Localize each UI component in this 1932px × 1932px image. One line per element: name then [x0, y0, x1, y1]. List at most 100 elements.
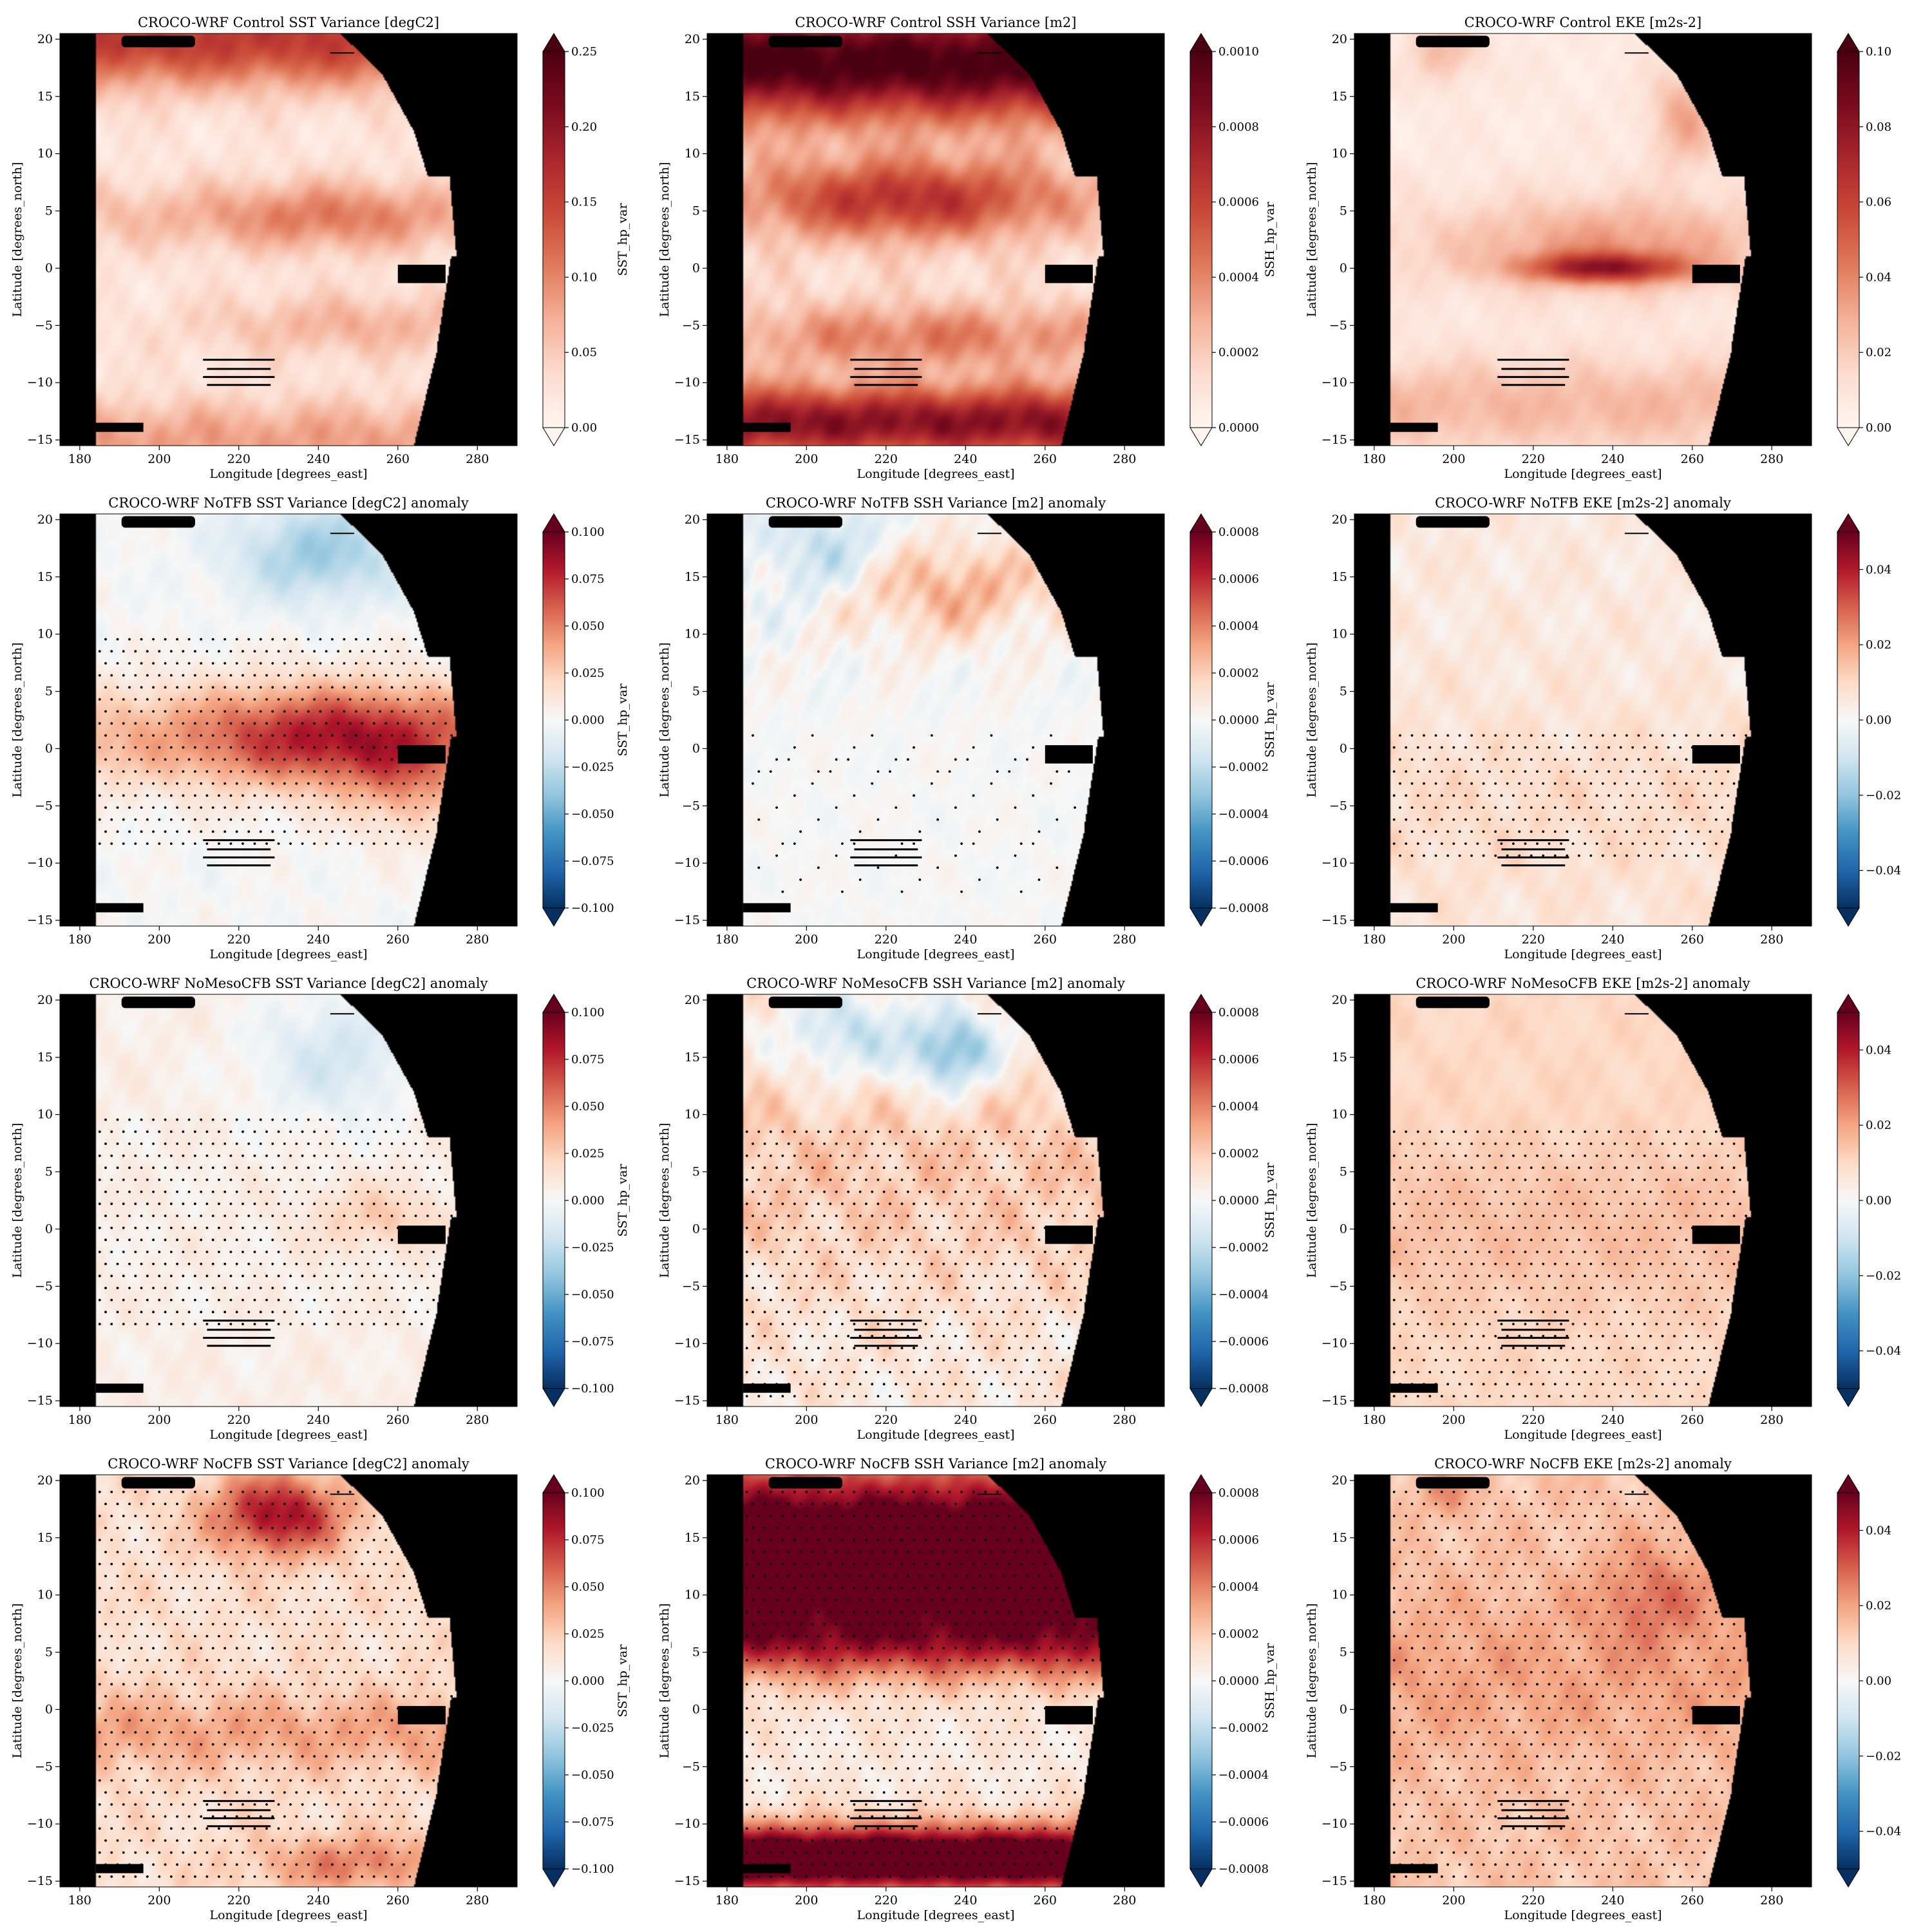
stipple-dot: [331, 1118, 334, 1121]
stipple-dot: [134, 1611, 137, 1614]
stipple-dot: [200, 1118, 203, 1121]
stipple-dot: [289, 1779, 292, 1782]
stipple-dot: [1637, 1238, 1640, 1242]
y-axis-label: Latitude [degrees_north]: [1305, 643, 1319, 798]
stipple-dot: [1050, 734, 1052, 737]
stipple-dot: [110, 1731, 113, 1734]
stipple-dot: [769, 1490, 772, 1493]
stipple-dot: [829, 1130, 832, 1133]
stipple-dot: [996, 1539, 999, 1542]
stipple-dot: [823, 1647, 826, 1650]
stipple-dot: [325, 1251, 328, 1253]
stipple-dot: [841, 1611, 844, 1614]
stipple-dot: [1392, 1179, 1396, 1181]
stipple-dot: [1440, 1274, 1443, 1278]
stipple-dot: [134, 1851, 137, 1854]
stipple-dot: [1434, 1359, 1437, 1361]
stipple-dot: [841, 1130, 844, 1133]
stipple-dot: [1392, 1226, 1396, 1229]
stipple-dot: [936, 1539, 939, 1542]
stipple-dot: [752, 1743, 754, 1746]
stipple-dot: [396, 1154, 399, 1157]
stipple-dot: [1649, 758, 1652, 761]
stipple-dot: [799, 1647, 802, 1650]
stipple-dot: [205, 1179, 209, 1181]
stipple-dot: [337, 1323, 340, 1325]
stipple-dot: [1428, 842, 1432, 845]
stipple-dot: [811, 1671, 814, 1674]
stipple-dot: [176, 710, 179, 713]
stipple-dot: [1482, 1142, 1485, 1145]
y-tick-label: 20: [685, 513, 700, 527]
stipple-dot: [865, 1130, 867, 1133]
stipple-dot: [1079, 1274, 1083, 1278]
stipple-dot: [348, 1515, 352, 1517]
stipple-dot: [978, 1238, 981, 1242]
stipple-dot: [799, 1238, 802, 1242]
stipple-dot: [1709, 830, 1712, 833]
stipple-dot: [200, 1215, 203, 1217]
stipple-dot: [1410, 1215, 1414, 1217]
stipple-dot: [1008, 1154, 1011, 1157]
stipple-dot: [182, 1731, 185, 1734]
stipple-dot: [271, 686, 274, 689]
stipple-dot: [1399, 1190, 1401, 1193]
stipple-dot: [337, 1707, 340, 1710]
stipple-dot: [1548, 1251, 1551, 1253]
stipple-dot: [259, 662, 262, 665]
stipple-dot: [948, 1395, 951, 1397]
stipple-dot: [366, 1767, 370, 1770]
stipple-dot: [1607, 1179, 1611, 1181]
stipple-dot: [1014, 1719, 1017, 1722]
stipple-dot: [1619, 1226, 1622, 1229]
stipple-dot: [253, 794, 256, 797]
stipple-dot: [1655, 746, 1658, 749]
stipple-dot: [1661, 758, 1664, 761]
y-tick-label: −15: [1321, 1394, 1347, 1408]
stipple-dot: [169, 1251, 173, 1253]
stipple-dot: [996, 770, 999, 773]
stipple-dot: [218, 1251, 220, 1253]
stipple-dot: [384, 770, 388, 773]
stipple-dot: [1530, 1190, 1533, 1193]
stipple-dot: [1655, 842, 1658, 845]
stipple-dot: [793, 1515, 796, 1517]
stipple-dot: [1625, 1311, 1628, 1314]
stipple-dot: [140, 1623, 143, 1625]
stipple-dot: [289, 818, 292, 821]
stipple-dot: [313, 1659, 316, 1662]
stipple-dot: [763, 1671, 766, 1674]
stipple-dot: [924, 1251, 927, 1253]
stipple-dot: [1056, 866, 1059, 869]
stipple-dot: [1661, 830, 1664, 833]
stipple-dot: [337, 1611, 340, 1614]
stipple-dot: [805, 1562, 808, 1566]
stipple-dot: [331, 1767, 334, 1770]
stipple-dot: [218, 1179, 220, 1181]
stipple-dot: [1721, 782, 1723, 785]
stipple-dot: [361, 1587, 364, 1589]
stipple-dot: [781, 1707, 784, 1710]
stipple-dot: [355, 1791, 357, 1794]
stipple-dot: [1464, 1395, 1467, 1397]
stipple-dot: [283, 830, 286, 833]
stipple-dot: [1518, 1166, 1521, 1170]
stipple-dot: [1512, 1370, 1515, 1374]
stipple-dot: [1637, 806, 1640, 809]
stipple-dot: [996, 1323, 999, 1325]
stipple-dot: [1637, 1142, 1640, 1145]
stipple-dot: [194, 674, 196, 677]
colorbar-tick-label: 0.0006: [1218, 196, 1259, 209]
stipple-dot: [763, 1647, 766, 1650]
stipple-dot: [781, 1539, 784, 1542]
stipple-dot: [1649, 1334, 1652, 1338]
stipple-dot: [235, 1791, 238, 1794]
stipple-dot: [853, 1395, 856, 1397]
stipple-dot: [1500, 1298, 1503, 1302]
stipple-dot: [277, 722, 280, 725]
stipple-dot: [242, 1779, 244, 1782]
stipple-dot: [1512, 842, 1515, 845]
stipple-dot: [396, 1659, 399, 1662]
y-tick-label: 0: [45, 741, 53, 755]
stipple-dot: [408, 1731, 412, 1734]
